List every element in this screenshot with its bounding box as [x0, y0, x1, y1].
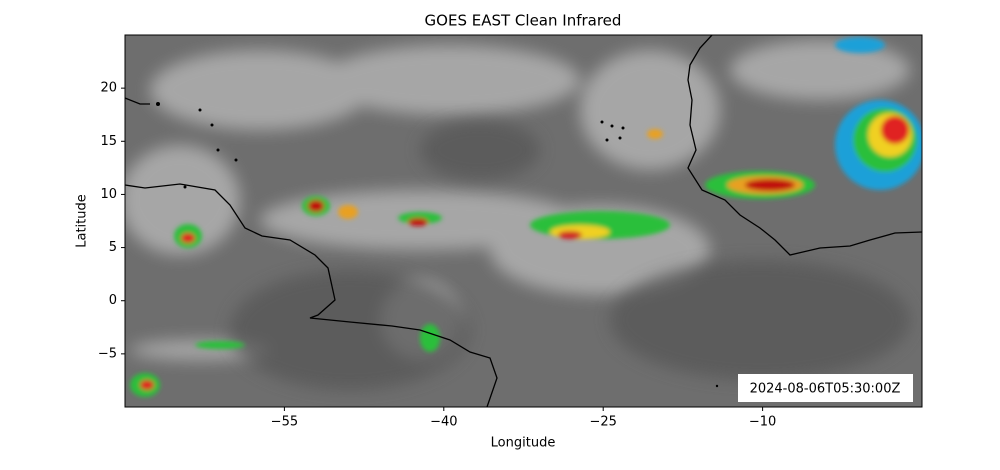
plot-frame — [124, 34, 923, 408]
x-tick-label: −25 — [589, 415, 616, 430]
y-tick-label: 0 — [109, 293, 117, 308]
satellite-image — [125, 35, 922, 407]
timestamp: 2024-08-06T05:30:00Z — [750, 382, 901, 397]
annotation-box — [738, 374, 913, 402]
y-tick-label: 5 — [109, 240, 117, 255]
x-tick-label: −55 — [271, 415, 298, 430]
y-tick-label: 20 — [100, 81, 117, 96]
y-tick-label: 15 — [100, 134, 117, 149]
y-axis-label: Latitude — [75, 194, 90, 248]
y-tick-label: −5 — [98, 346, 117, 361]
y-tick-label: 10 — [100, 187, 117, 202]
x-tick-label: −10 — [749, 415, 776, 430]
x-axis-label: Longitude — [491, 436, 556, 451]
chart-title: GOES EAST Clean Infrared — [425, 12, 622, 30]
x-tick-label: −40 — [430, 415, 457, 430]
